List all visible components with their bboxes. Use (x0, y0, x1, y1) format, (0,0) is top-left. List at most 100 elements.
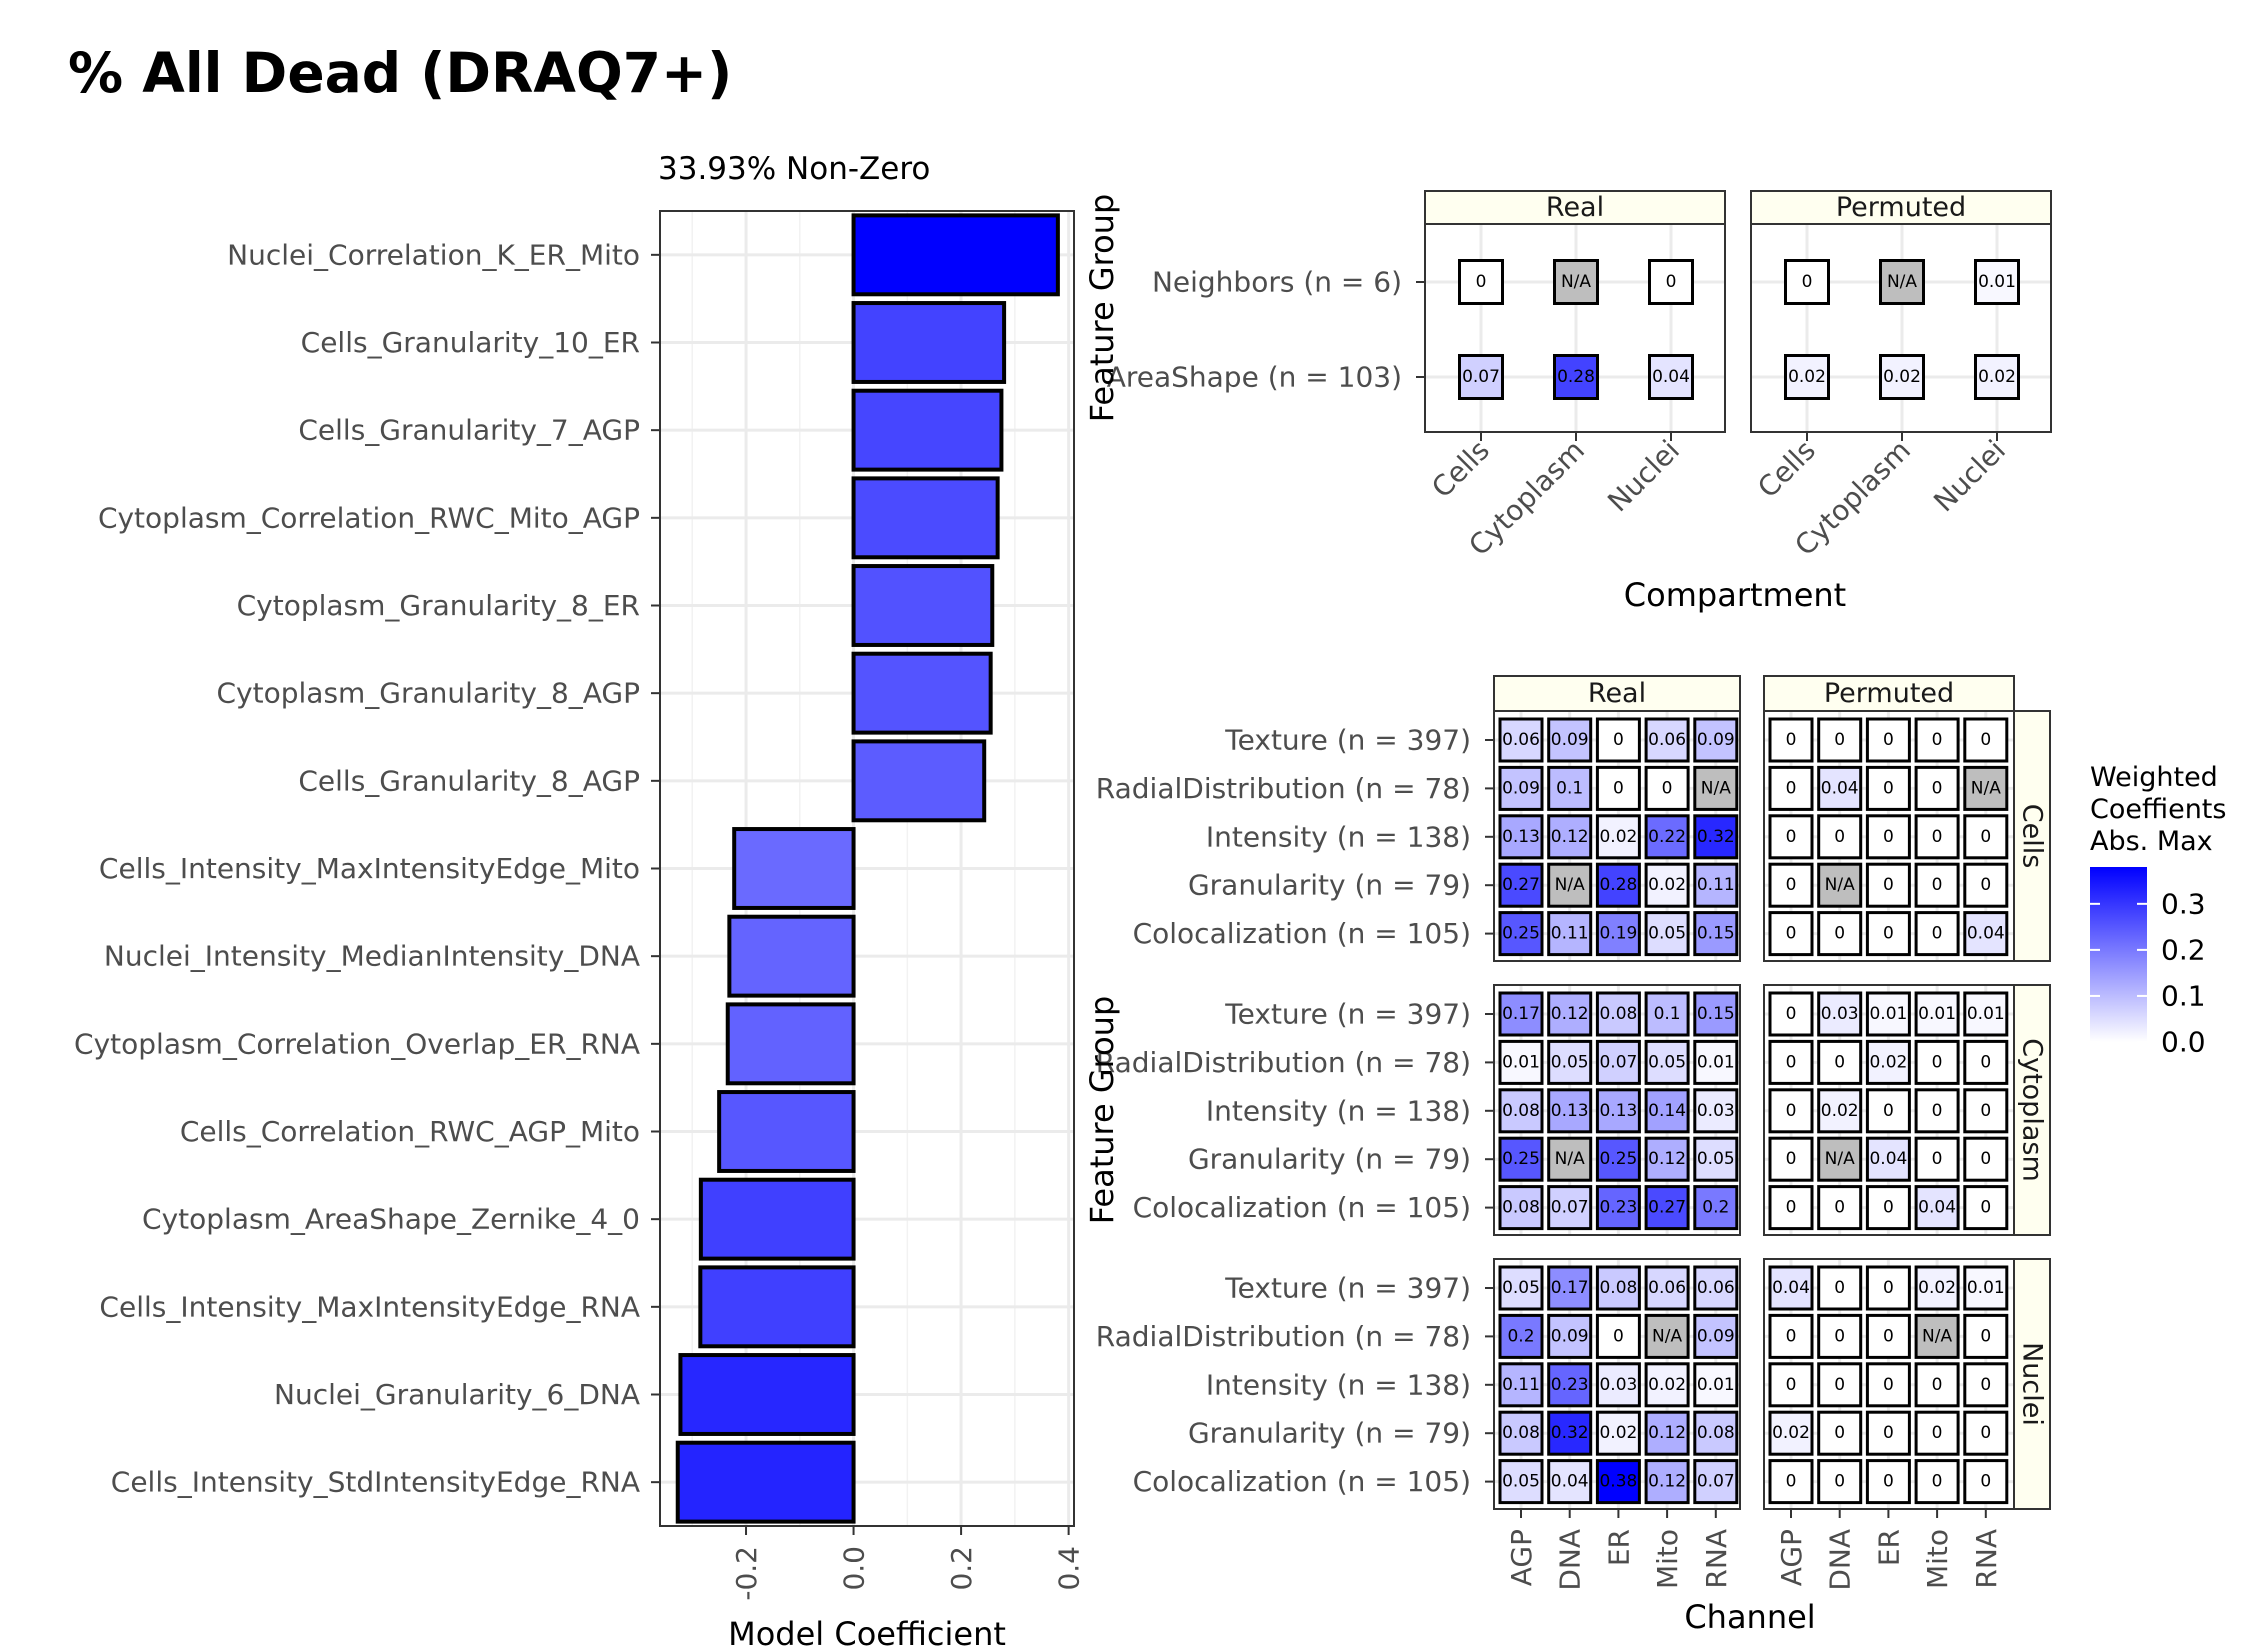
heatmap-tile (1914, 1088, 1960, 1134)
heatmap-cell-value: 0.28 (1557, 367, 1595, 387)
heatmap-cell: 0 (1914, 717, 1960, 763)
heatmap-cell: 0 (1817, 1313, 1863, 1359)
heatmap-cell-value: 0.01 (1967, 1004, 2005, 1024)
heatmap-tile (1693, 1088, 1739, 1134)
heatmap-tile (1963, 911, 2009, 957)
heatmap-cell: 0.14 (1644, 1088, 1690, 1134)
heatmap-tile (1817, 717, 1863, 763)
heatmap-tile (1547, 991, 1593, 1037)
heatmap-tile (1595, 1088, 1641, 1134)
bar-x-axis-title: Model Coefficient (728, 1615, 1006, 1650)
heatmap-cell-value: 0.06 (1648, 1278, 1686, 1298)
heatmap-tile (1768, 1088, 1814, 1134)
heatmap-cell-value: 0.38 (1599, 1472, 1637, 1492)
channel-y-axis-title: Feature Group (1083, 996, 1121, 1225)
heatmap-tile (1693, 1185, 1739, 1231)
heatmap-cell-value: 0 (1932, 924, 1943, 944)
heatmap-cell: 0 (1595, 1313, 1641, 1359)
heatmap-cell: 0 (1914, 1362, 1960, 1408)
heatmap-cell-value: 0 (1883, 1278, 1894, 1298)
heatmap-cell: 0.12 (1644, 1136, 1690, 1182)
heatmap-cell-value: 0 (1932, 1052, 1943, 1072)
heatmap-tile (1644, 717, 1690, 763)
channel-panel-nuclei-permuted: 0.04 0 0 0.02 0.01 0 0 0 N/A 0 0 0 0 0 0 0.02 0 0 0 0 0 0 0 0 0 (1763, 1258, 2015, 1510)
heatmap-cell-value: 0 (1613, 1326, 1624, 1346)
heatmap-tile (1963, 1265, 2009, 1311)
heatmap-cell: 0 (1963, 1410, 2009, 1456)
heatmap-cell-value: 0.01 (1697, 1375, 1735, 1395)
coefficient-bar-chart: 33.93% Non-Zero Nuclei_Correlation_K_ER_… (74, 151, 1086, 1650)
channel-y-label: Texture (n = 397) (1224, 724, 1471, 757)
heatmap-cell-value: 0 (1980, 827, 1991, 847)
heatmap-cell: 0.09 (1547, 717, 1593, 763)
heatmap-cell: 0 (1963, 1362, 2009, 1408)
bar-cytoplasm-granularity-8-er (851, 564, 995, 647)
heatmap-tile (1914, 814, 1960, 860)
heatmap-cell: 0 (1914, 814, 1960, 860)
heatmap-cell-value: 0 (1883, 924, 1894, 944)
strip-real (1493, 675, 1741, 712)
heatmap-cell: 0.08 (1595, 1265, 1641, 1311)
heatmap-cell: 0 (1865, 765, 1911, 811)
heatmap-cell: 0.01 (1963, 991, 2009, 1037)
bar-cells-granularity-8-agp (851, 739, 987, 823)
heatmap-tile (1693, 1265, 1739, 1311)
legend-tick-label: 0.1 (2161, 979, 2206, 1012)
heatmap-tile (1817, 1362, 1863, 1408)
channel-x-label: Mito (1651, 1529, 1684, 1589)
heatmap-tile (1817, 1313, 1863, 1359)
heatmap-tile (1595, 1185, 1641, 1231)
heatmap-cell: 0 (1865, 1362, 1911, 1408)
heatmap-cell-value: 0 (1834, 730, 1845, 750)
heatmap-tile (1914, 1185, 1960, 1231)
heatmap-tile (1547, 814, 1593, 860)
heatmap-cell: 0.02 (1974, 354, 2020, 400)
heatmap-cell: 0 (1595, 765, 1641, 811)
heatmap-cell: 0.25 (1595, 1136, 1641, 1182)
heatmap-tile (1644, 1265, 1690, 1311)
heatmap-cell-value: 0 (1786, 1375, 1797, 1395)
heatmap-tile (1644, 991, 1690, 1037)
bar-cells-correlation-rwc-agp-mito (717, 1090, 856, 1173)
heatmap-cell-value: 0.04 (1551, 1472, 1589, 1492)
heatmap-tile (1784, 259, 1830, 305)
heatmap-cell-value: N/A (1701, 778, 1731, 798)
heatmap-cell-value: 0.32 (1551, 1423, 1589, 1443)
heatmap-cell: 0.02 (1595, 814, 1641, 860)
heatmap-cell-value: 0 (1834, 1052, 1845, 1072)
heatmap-cell: 0 (1644, 765, 1690, 811)
heatmap-cell: 0 (1817, 1039, 1863, 1085)
heatmap-tile (1817, 814, 1863, 860)
heatmap-tile (1693, 1313, 1739, 1359)
heatmap-cell: 0.04 (1648, 354, 1694, 400)
heatmap-cell-value: 0 (1932, 1101, 1943, 1121)
heatmap-tile (1644, 1136, 1690, 1182)
heatmap-cell-value: 0.12 (1648, 1149, 1686, 1169)
strip-nuclei (2013, 1258, 2051, 1510)
heatmap-tile (1547, 1136, 1593, 1182)
heatmap-tile (1498, 991, 1544, 1037)
heatmap-cell-value: 0.02 (1648, 1375, 1686, 1395)
heatmap-tile (1865, 814, 1911, 860)
heatmap-cell-value: 0 (1834, 1375, 1845, 1395)
heatmap-cell: 0 (1817, 911, 1863, 957)
heatmap-cell-value: 0 (1980, 1326, 1991, 1346)
heatmap-tile (1914, 1362, 1960, 1408)
heatmap-cell: 0.38 (1595, 1459, 1641, 1505)
heatmap-cell-value: 0.19 (1599, 924, 1637, 944)
heatmap-cell-value: 0.09 (1551, 730, 1589, 750)
strip-permuted-label: Permuted (1824, 678, 1954, 709)
heatmap-cell-value: N/A (1555, 875, 1585, 895)
heatmap-cell: 0.09 (1693, 1313, 1739, 1359)
heatmap-tile (1693, 1136, 1739, 1182)
heatmap-tile (1595, 1362, 1641, 1408)
heatmap-cell: 0.02 (1865, 1039, 1911, 1085)
channel-panel-nuclei-real: 0.05 0.17 0.08 0.06 0.06 0.2 0.09 0 N/A 0.09 0.11 0… (1493, 1258, 1741, 1510)
heatmap-tile (1963, 991, 2009, 1037)
heatmap-cell-value: 0.09 (1551, 1326, 1589, 1346)
heatmap-cell: 0.04 (1547, 1459, 1593, 1505)
heatmap-tile (1963, 862, 2009, 908)
heatmap-cell-value: 0.15 (1697, 924, 1735, 944)
heatmap-cell-value: 0 (1932, 730, 1943, 750)
